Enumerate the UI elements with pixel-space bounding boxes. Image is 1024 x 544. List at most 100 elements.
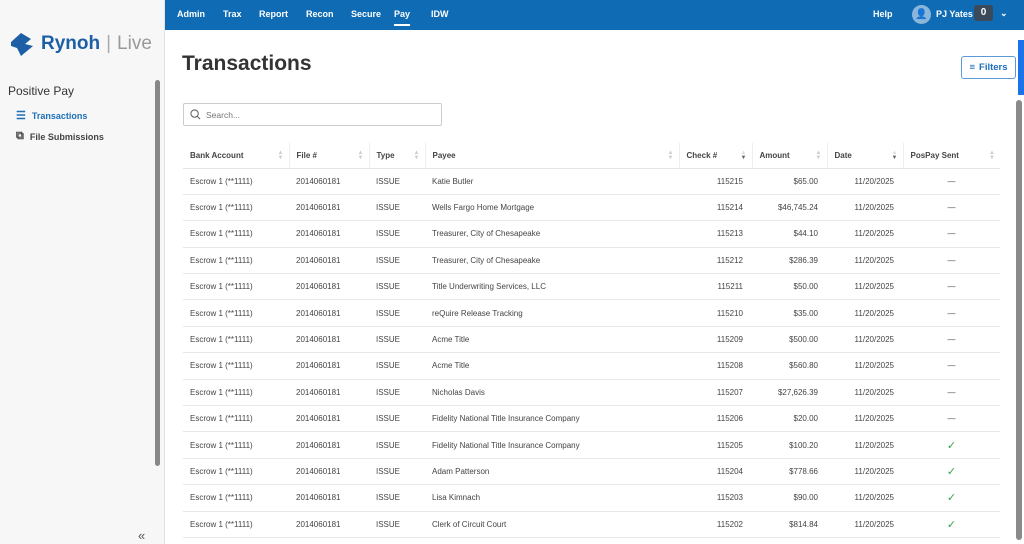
table-cell: $100.20 [752, 431, 827, 459]
tab-admin[interactable]: Admin [177, 9, 205, 19]
table-cell: $65.00 [752, 168, 827, 195]
sort-icon[interactable]: ▲ ▼ [891, 150, 898, 161]
pospay-status: — [903, 168, 1000, 195]
tab-recon[interactable]: Recon [306, 9, 334, 19]
filter-icon: ≡ [969, 62, 976, 73]
column-header[interactable]: PosPay Sent ▲ ▼ [903, 143, 1000, 169]
page-scrollbar[interactable] [1016, 100, 1022, 540]
user-name[interactable]: PJ Yates [936, 9, 973, 19]
table-cell: 115206 [679, 405, 752, 433]
column-label: Amount [759, 150, 790, 160]
column-header[interactable]: Payee ▲ ▼ [425, 143, 680, 169]
table-cell: 115212 [679, 247, 752, 275]
table-row[interactable]: Escrow 1 (**1111) 2014060181 ISSUE Title Un… [183, 273, 1000, 301]
sidebar-scrollbar[interactable] [155, 80, 160, 466]
table-cell: $814.84 [752, 511, 827, 538]
sidebar-item-file-submissions[interactable]: ⧉ File Submissions [16, 130, 104, 143]
pospay-status: — [903, 220, 1000, 248]
tab-secure[interactable]: Secure [351, 9, 382, 19]
column-header[interactable]: Amount ▲ ▼ [752, 143, 828, 169]
section-title: Positive Pay [8, 84, 75, 98]
table-cell: 2014060181 [289, 299, 369, 327]
table-cell: $20.00 [752, 405, 827, 433]
table-cell: 11/20/2025 [827, 247, 903, 275]
table-row[interactable]: Escrow 1 (**1111) 2014060181 ISSUE reQuire … [183, 299, 1000, 327]
search-input[interactable] [206, 109, 426, 120]
sidebar-item-transactions[interactable]: ☰ Transactions [16, 109, 87, 122]
tab-idw[interactable]: IDW [431, 9, 449, 19]
sort-icon[interactable]: ▲ ▼ [357, 150, 364, 161]
table-cell: 11/20/2025 [827, 405, 903, 433]
tab-report[interactable]: Report [259, 9, 288, 19]
pospay-status: — [903, 326, 1000, 354]
sort-icon[interactable]: ▲ ▼ [413, 150, 420, 161]
table-row[interactable]: Escrow 1 (**1111) 2014060181 ISSUE Fidelity… [183, 405, 1000, 433]
column-label: Date [834, 150, 852, 160]
sort-icon[interactable]: ▲ ▼ [740, 150, 747, 161]
column-header[interactable]: Check # ▲ ▼ [679, 143, 753, 169]
sort-icon[interactable]: ▲ ▼ [815, 150, 822, 161]
table-cell: $44.10 [752, 220, 827, 248]
table-cell: Wells Fargo Home Mortgage [425, 194, 679, 222]
brand-divider: | [106, 33, 112, 54]
collapse-sidebar-icon[interactable]: « [138, 528, 146, 543]
table-cell: 11/20/2025 [827, 273, 903, 301]
pospay-status: — [903, 379, 1000, 407]
table-cell: Escrow 1 (**1111) [183, 484, 289, 512]
table-row[interactable]: Escrow 1 (**1111) 2014060181 ISSUE Wells Fa… [183, 194, 1000, 222]
table-cell: Escrow 1 (**1111) [183, 352, 289, 380]
check-icon: ✓ [903, 511, 1000, 538]
table-cell: ISSUE [369, 273, 425, 301]
notification-count[interactable]: 0 [974, 5, 993, 21]
tab-trax[interactable]: Trax [223, 9, 242, 19]
table-cell: 115210 [679, 299, 752, 327]
column-header[interactable]: Date ▲ ▼ [827, 143, 904, 169]
table-row[interactable]: Escrow 1 (**1111) 2014060181 ISSUE Treasure… [183, 220, 1000, 248]
pospay-status: — [903, 273, 1000, 301]
sort-icon[interactable]: ▲ ▼ [989, 150, 995, 161]
check-icon: ✓ [903, 458, 1000, 486]
table-cell: Escrow 1 (**1111) [183, 194, 289, 222]
table-cell: $46,745.24 [752, 194, 827, 222]
filters-label: Filters [979, 62, 1008, 73]
column-header[interactable]: Bank Account ▲ ▼ [183, 143, 290, 169]
side-panel-tab[interactable] [1018, 40, 1024, 95]
user-avatar-icon[interactable]: 👤 [912, 5, 931, 24]
column-header[interactable]: File # ▲ ▼ [289, 143, 370, 169]
table-cell: Katie Butler [425, 168, 679, 195]
table-cell: Escrow 1 (**1111) [183, 299, 289, 327]
brand-name: Rynoh [41, 33, 101, 54]
column-label: PosPay Sent [910, 150, 959, 160]
table-cell: 2014060181 [289, 458, 369, 486]
table-cell: 11/20/2025 [827, 194, 903, 222]
help-link[interactable]: Help [873, 9, 893, 19]
search-box[interactable] [183, 103, 442, 126]
chevron-down-icon[interactable]: ⌄ [1000, 8, 1008, 18]
table-cell: 2014060181 [289, 168, 369, 195]
table-row[interactable]: Escrow 1 (**1111) 2014060181 ISSUE Nicholas… [183, 379, 1000, 407]
table-cell: ISSUE [369, 299, 425, 327]
column-label: File # [296, 150, 317, 160]
table-row[interactable]: Escrow 1 (**1111) 2014060181 ISSUE Lisa Kim… [183, 484, 1000, 512]
table-cell: $778.66 [752, 458, 827, 486]
table-row[interactable]: Escrow 1 (**1111) 2014060181 ISSUE Katie Bu… [183, 168, 1000, 195]
table-cell: ISSUE [369, 431, 425, 459]
table-row[interactable]: Escrow 1 (**1111) 2014060181 ISSUE Acme Tit… [183, 352, 1000, 380]
table-row[interactable]: Escrow 1 (**1111) 2014060181 ISSUE Acme Tit… [183, 326, 1000, 354]
table-row[interactable]: Escrow 1 (**1111) 2014060181 ISSUE Adam Pat… [183, 458, 1000, 486]
column-header[interactable]: Type ▲ ▼ [369, 143, 426, 169]
table-row[interactable]: Escrow 1 (**1111) 2014060181 ISSUE Clerk of… [183, 511, 1000, 538]
column-label: Type [376, 150, 395, 160]
table-cell: ISSUE [369, 326, 425, 354]
sort-icon[interactable]: ▲ ▼ [667, 150, 674, 161]
sort-icon[interactable]: ▲ ▼ [277, 150, 284, 161]
table-row[interactable]: Escrow 1 (**1111) 2014060181 ISSUE Fidelity… [183, 431, 1000, 459]
table-row[interactable]: Escrow 1 (**1111) 2014060181 ISSUE Treasure… [183, 247, 1000, 275]
table-cell: ISSUE [369, 405, 425, 433]
filters-button[interactable]: ≡ Filters [961, 56, 1016, 79]
table-cell: Treasurer, City of Chesapeake [425, 220, 679, 248]
table-cell: 2014060181 [289, 352, 369, 380]
list-icon: ☰ [16, 110, 26, 122]
table-cell: Fidelity National Title Insurance Compan… [425, 405, 679, 433]
tab-pay[interactable]: Pay [394, 9, 411, 26]
